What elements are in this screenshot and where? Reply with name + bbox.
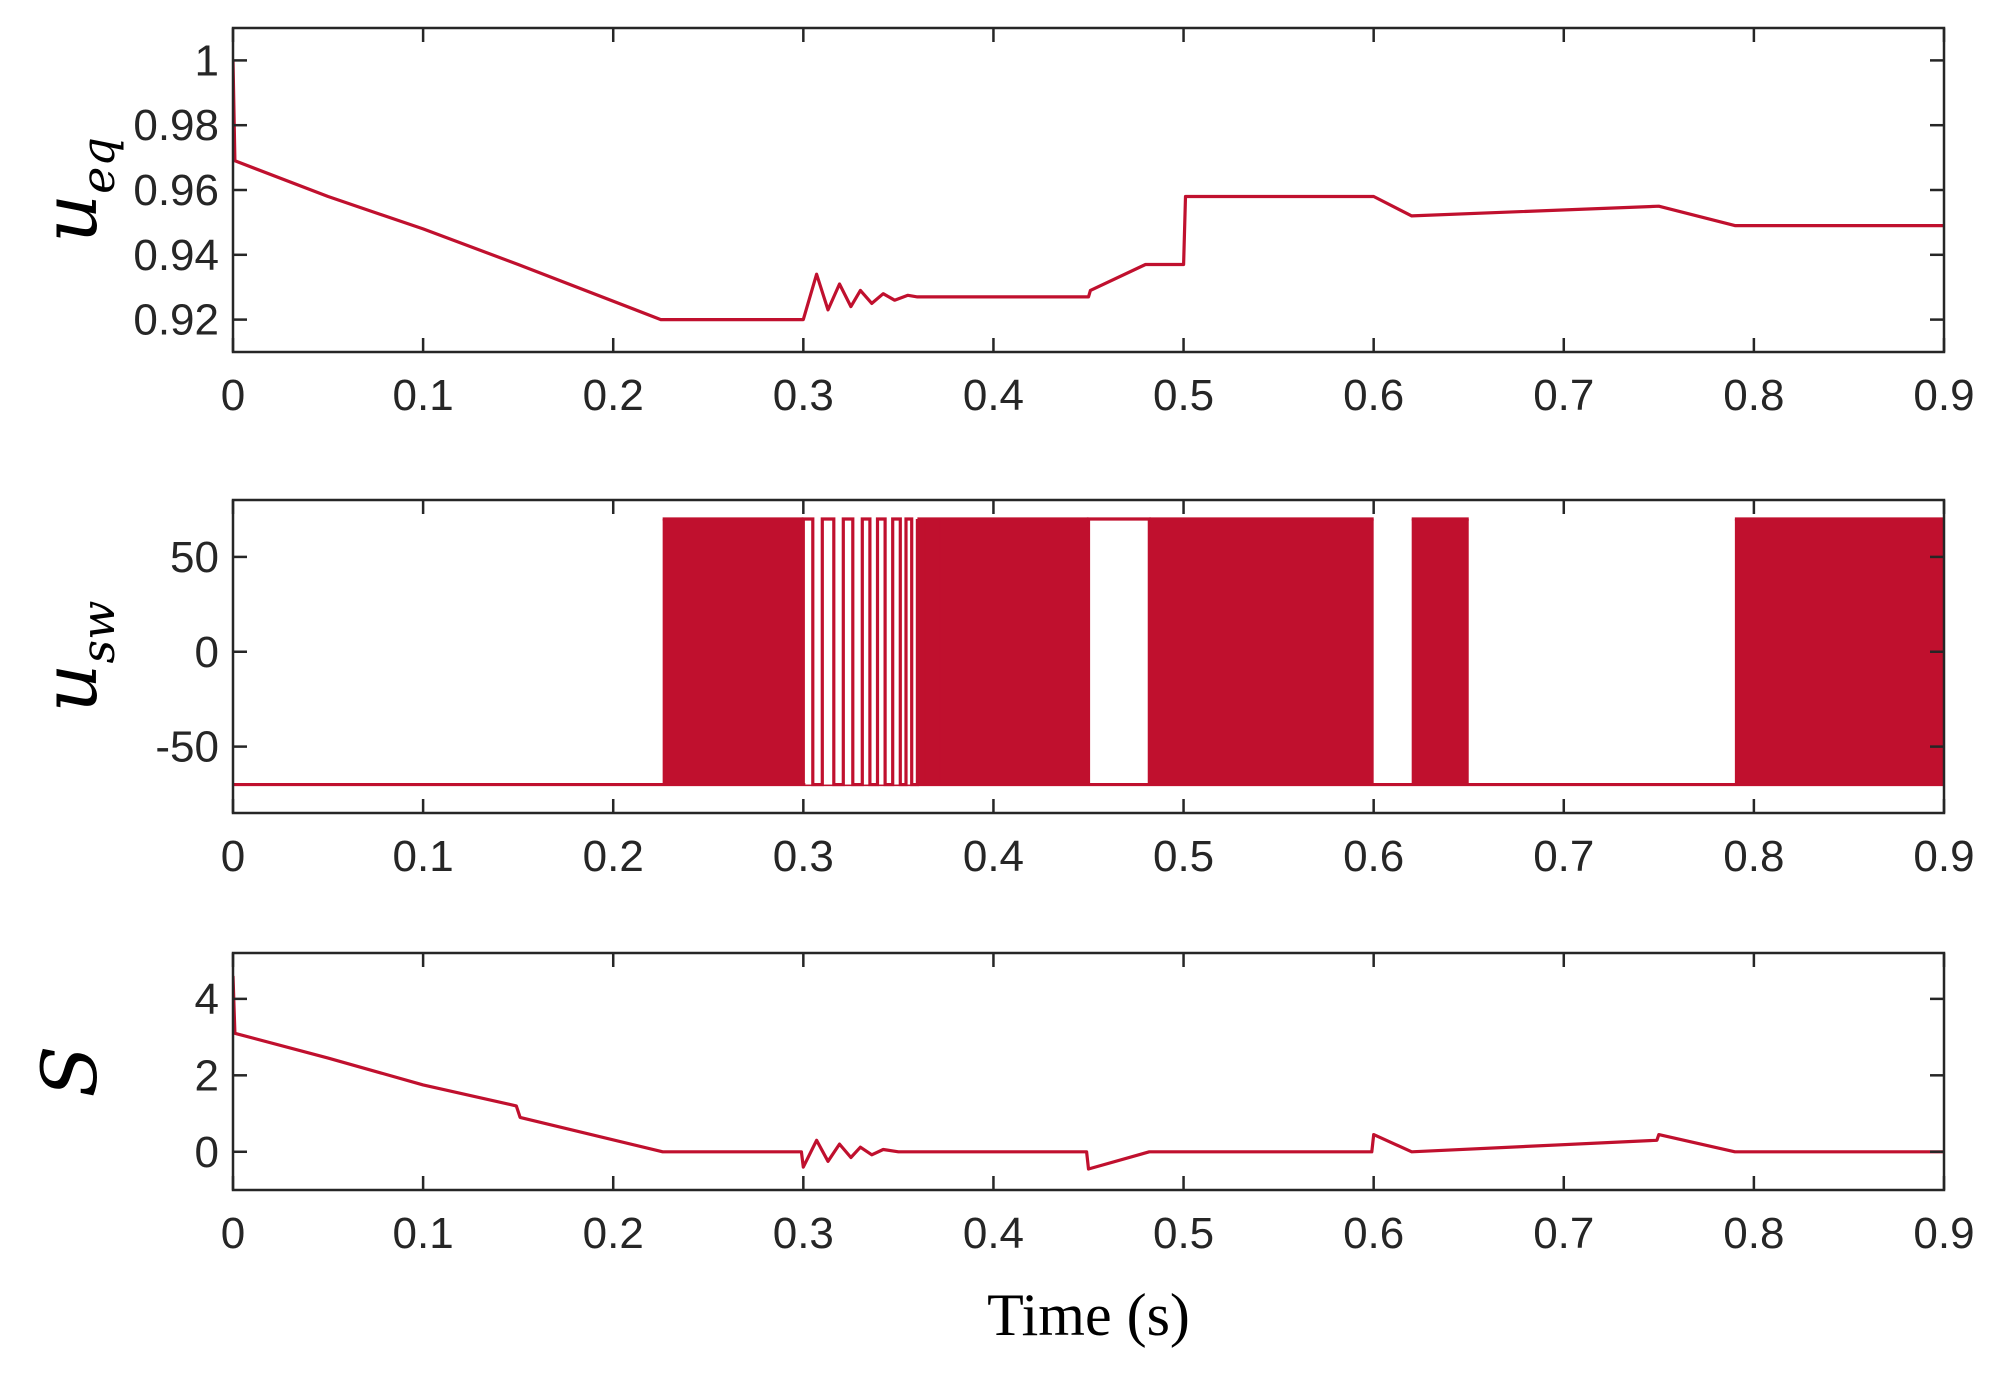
chart-panel-2: 0 0.1 0.2 0.3 0.4 0.5 0.6 0.7 0.8 0.9 -50 0 50 usw xyxy=(25,498,1975,881)
switching-band-4 xyxy=(1411,518,1469,785)
switching-band-1 xyxy=(662,518,804,785)
y-tick-label: 0.96 xyxy=(133,166,219,215)
x-tick-label: 0 xyxy=(221,832,245,881)
x-tick-label: 0.4 xyxy=(963,1209,1024,1258)
x-tick-label: 0.2 xyxy=(583,371,644,420)
y-tick-label: -50 xyxy=(155,723,219,772)
switching-band-5 xyxy=(1734,518,1944,785)
axes-box xyxy=(231,951,1946,1192)
x-tick-label: 0 xyxy=(221,1209,245,1258)
x-tick-label: 0.8 xyxy=(1723,371,1784,420)
x-tick-label: 0.3 xyxy=(773,371,834,420)
y-tick-label: 0.92 xyxy=(133,296,219,345)
x-tick-label: 0.9 xyxy=(1913,1209,1974,1258)
x-tick-label: 0.9 xyxy=(1913,371,1974,420)
y-tick-label: 4 xyxy=(195,975,219,1024)
x-tick-label: 0.5 xyxy=(1153,371,1214,420)
x-tick-label: 0.4 xyxy=(963,832,1024,881)
x-tick-label: 0.6 xyxy=(1343,1209,1404,1258)
x-tick-label: 0.2 xyxy=(583,1209,644,1258)
y-tick-label: 1 xyxy=(195,36,219,85)
x-tick-label: 0.1 xyxy=(393,1209,454,1258)
data-layer xyxy=(233,517,1944,787)
axes-box xyxy=(231,26,1946,354)
x-tick-label: 0.1 xyxy=(393,371,454,420)
y-axis-label: usw xyxy=(25,601,125,713)
axes-box xyxy=(231,498,1946,815)
x-tick-label: 0.7 xyxy=(1533,832,1594,881)
x-tick-label: 0.7 xyxy=(1533,1209,1594,1258)
x-tick-label: 0.4 xyxy=(963,371,1024,420)
x-tick-label: 0.8 xyxy=(1723,1209,1784,1258)
y-tick-label: 0.98 xyxy=(133,101,219,150)
y-tick-label: 0.94 xyxy=(133,231,219,280)
oscillation-wave xyxy=(801,517,919,787)
held-high-segment-1 xyxy=(1086,517,1151,785)
x-tick-label: 0.2 xyxy=(583,832,644,881)
y-axis-label: ueq xyxy=(25,137,125,243)
chart-panel-3: 0 0.1 0.2 0.3 0.4 0.5 0.6 0.7 0.8 0.9 0 2 4 S Time (s) xyxy=(25,951,1975,1348)
x-tick-label: 0.3 xyxy=(773,1209,834,1258)
x-tick-label: 0.6 xyxy=(1343,832,1404,881)
data-layer xyxy=(233,975,1944,1171)
x-tick-label: 0.5 xyxy=(1153,1209,1214,1258)
x-tick-label: 0.9 xyxy=(1913,832,1974,881)
y-tick-label: 0 xyxy=(195,1128,219,1177)
y-tick-label: 2 xyxy=(195,1051,219,1100)
x-axis-label: Time (s) xyxy=(987,1282,1190,1348)
switching-band-2 xyxy=(917,518,1089,785)
y-axis-label: S xyxy=(25,1045,114,1097)
chart-panel-1: 0 0.1 0.2 0.3 0.4 0.5 0.6 0.7 0.8 0.9 0.92 0.94 0.96… xyxy=(25,26,1975,420)
series-line-1 xyxy=(233,975,1944,1171)
x-tick-label: 0.6 xyxy=(1343,371,1404,420)
y-tick-label: 50 xyxy=(170,533,219,582)
x-tick-label: 0.8 xyxy=(1723,832,1784,881)
x-tick-label: 0.3 xyxy=(773,832,834,881)
y-tick-label: 0 xyxy=(195,628,219,677)
series-line-1 xyxy=(233,60,1944,322)
switching-band-3 xyxy=(1149,518,1374,785)
x-tick-label: 0 xyxy=(221,371,245,420)
x-tick-label: 0.7 xyxy=(1533,371,1594,420)
data-layer xyxy=(233,60,1944,322)
x-tick-label: 0.1 xyxy=(393,832,454,881)
x-tick-label: 0.5 xyxy=(1153,832,1214,881)
